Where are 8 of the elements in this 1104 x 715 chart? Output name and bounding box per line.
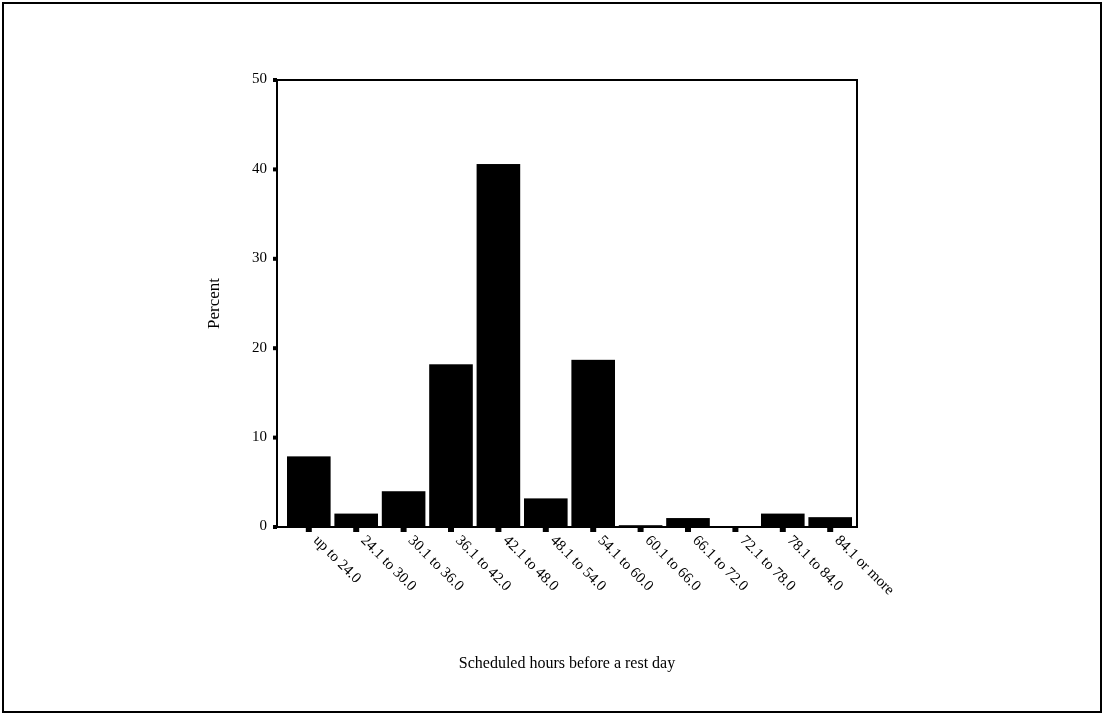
y-tick-label: 20	[252, 338, 267, 355]
y-tick-label: 30	[252, 249, 267, 266]
y-tick-label: 40	[252, 159, 267, 176]
y-tick-label: 10	[252, 428, 267, 445]
y-tick-label: 50	[252, 70, 267, 87]
x-axis-title: Scheduled hours before a rest day	[458, 654, 676, 672]
y-tick-label: 0	[259, 517, 267, 534]
y-axis-title: Percent	[204, 277, 223, 329]
